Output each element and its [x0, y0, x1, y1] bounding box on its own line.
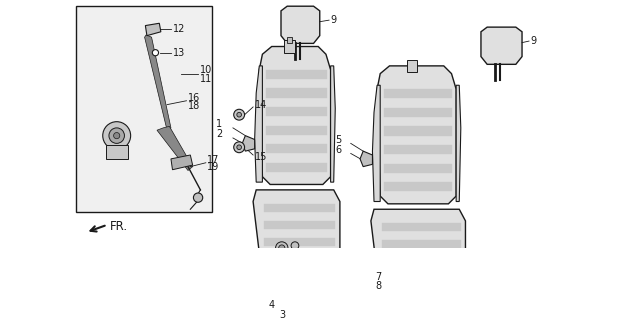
Polygon shape	[281, 6, 319, 44]
Polygon shape	[384, 182, 452, 191]
Text: 17: 17	[207, 155, 220, 165]
Text: 19: 19	[207, 163, 220, 172]
Polygon shape	[266, 144, 327, 154]
Polygon shape	[145, 23, 161, 36]
Polygon shape	[242, 136, 255, 151]
Bar	[284, 40, 295, 53]
Text: 5: 5	[335, 134, 341, 145]
Circle shape	[234, 109, 245, 120]
Polygon shape	[81, 11, 207, 207]
Polygon shape	[373, 85, 380, 202]
Text: 6: 6	[335, 145, 341, 155]
Polygon shape	[382, 257, 461, 265]
Text: 12: 12	[172, 24, 185, 35]
Polygon shape	[253, 190, 340, 274]
Polygon shape	[264, 221, 335, 228]
Polygon shape	[157, 126, 193, 171]
Text: 3: 3	[280, 310, 286, 320]
Polygon shape	[384, 126, 452, 136]
Polygon shape	[264, 238, 335, 246]
Text: 8: 8	[376, 281, 382, 291]
Polygon shape	[456, 85, 461, 202]
Circle shape	[109, 128, 124, 143]
Bar	[76, 6, 212, 212]
Circle shape	[114, 132, 120, 139]
Text: 2: 2	[216, 129, 222, 139]
Polygon shape	[266, 163, 327, 172]
Circle shape	[401, 264, 407, 270]
Polygon shape	[481, 27, 522, 64]
Text: FR.: FR.	[110, 220, 128, 233]
Polygon shape	[171, 155, 193, 170]
Polygon shape	[382, 240, 461, 248]
Bar	[287, 37, 292, 44]
Polygon shape	[384, 164, 452, 173]
Circle shape	[412, 261, 420, 269]
Polygon shape	[266, 107, 327, 116]
Circle shape	[103, 122, 130, 149]
Text: 4: 4	[268, 300, 275, 309]
Polygon shape	[260, 46, 331, 184]
Bar	[407, 60, 417, 72]
Polygon shape	[266, 125, 327, 135]
Circle shape	[193, 193, 203, 202]
Circle shape	[237, 112, 241, 117]
Polygon shape	[266, 70, 327, 79]
Polygon shape	[371, 209, 466, 293]
Bar	[106, 145, 127, 159]
Polygon shape	[377, 66, 456, 204]
Circle shape	[234, 142, 245, 153]
Text: 1: 1	[216, 119, 222, 129]
Polygon shape	[266, 88, 327, 98]
Text: 18: 18	[188, 101, 200, 111]
Circle shape	[279, 245, 285, 251]
Polygon shape	[384, 108, 452, 117]
Text: 10: 10	[200, 65, 212, 75]
Polygon shape	[382, 223, 461, 231]
Polygon shape	[360, 151, 373, 167]
Polygon shape	[264, 204, 335, 212]
Text: 11: 11	[200, 74, 212, 84]
Polygon shape	[384, 145, 452, 154]
Polygon shape	[331, 66, 335, 182]
Polygon shape	[145, 35, 171, 130]
Text: 9: 9	[331, 15, 337, 25]
Polygon shape	[382, 274, 461, 282]
Polygon shape	[384, 89, 452, 99]
Circle shape	[397, 261, 409, 274]
Polygon shape	[264, 255, 335, 263]
Circle shape	[152, 50, 158, 56]
Text: 13: 13	[172, 48, 185, 58]
Text: 15: 15	[255, 152, 267, 162]
Circle shape	[276, 242, 288, 254]
Text: 14: 14	[255, 100, 267, 110]
Polygon shape	[255, 66, 263, 182]
Circle shape	[291, 242, 299, 250]
Text: 16: 16	[188, 93, 200, 103]
Text: 9: 9	[530, 36, 537, 46]
Text: 7: 7	[376, 272, 382, 283]
Circle shape	[237, 145, 241, 149]
